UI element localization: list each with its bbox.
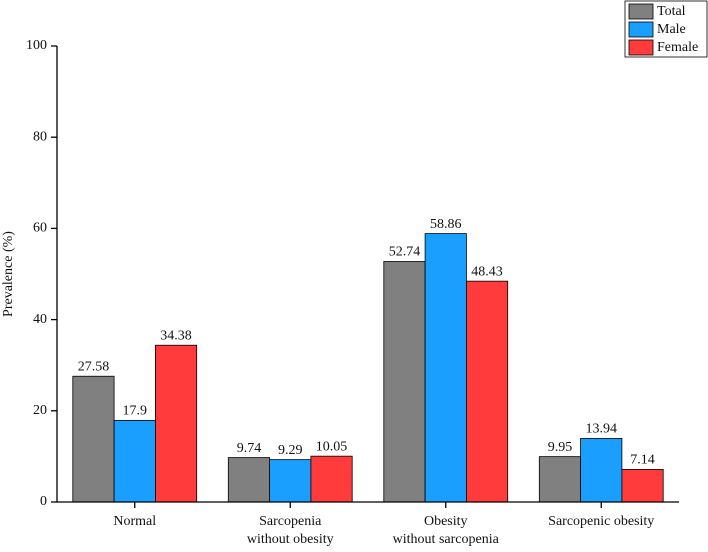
x-tick-label: Sarcopenic obesity [548, 514, 654, 529]
value-label: 17.9 [123, 404, 148, 419]
bar [465, 280, 509, 503]
bar [154, 344, 198, 503]
legend-swatch [628, 39, 654, 56]
bar [580, 438, 623, 503]
value-label: 9.95 [548, 440, 573, 455]
legend-swatch [628, 3, 654, 20]
value-label: 48.43 [471, 264, 503, 279]
y-tick-label: 0 [40, 494, 47, 509]
legend-swatch [628, 21, 654, 38]
value-label: 52.74 [389, 245, 421, 260]
legend-label: Male [657, 22, 686, 37]
x-tick-label: Obesity without sarcopenia [393, 514, 500, 547]
bar [227, 457, 271, 503]
x-tick-label: Sarcopenia without obesity [247, 514, 334, 547]
value-label: 9.29 [278, 443, 303, 458]
y-tick-label: 80 [33, 129, 47, 144]
bar [538, 456, 581, 503]
bar [383, 261, 426, 503]
value-label: 9.74 [237, 441, 262, 456]
y-tick-label: 20 [33, 403, 47, 418]
y-axis-title: Prevalence (%) [1, 231, 16, 317]
bar [310, 455, 353, 503]
x-tick-label: Normal [113, 514, 156, 529]
bar [72, 375, 115, 503]
legend-label: Female [657, 40, 698, 55]
y-tick-label: 40 [33, 312, 47, 327]
bar [113, 419, 156, 503]
value-label: 10.05 [316, 439, 348, 454]
value-label: 7.14 [630, 453, 655, 468]
bar [621, 469, 664, 503]
value-label: 58.86 [430, 217, 462, 232]
legend-label: Total [657, 4, 686, 19]
y-tick-label: 60 [33, 221, 47, 236]
value-label: 13.94 [586, 422, 618, 437]
value-label: 27.58 [78, 359, 110, 374]
bar [424, 233, 467, 503]
y-tick-label: 100 [26, 38, 47, 53]
value-label: 34.38 [160, 328, 192, 343]
bar [269, 459, 312, 503]
